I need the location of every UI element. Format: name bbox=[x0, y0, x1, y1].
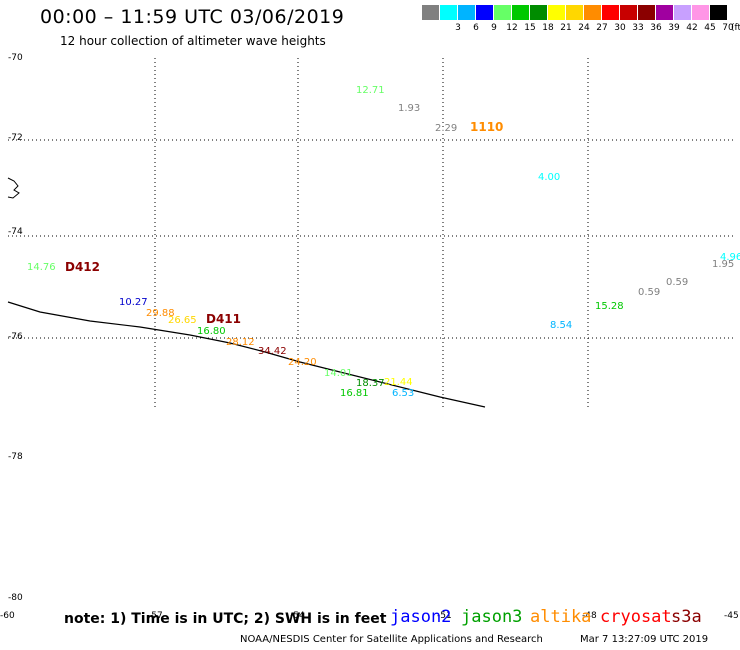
longitude-label: -54 bbox=[290, 611, 305, 621]
mission-jason3: jason3 bbox=[461, 607, 523, 627]
wave-height-value: 15.28 bbox=[595, 301, 624, 312]
wave-height-value: 14.01 bbox=[324, 368, 353, 379]
longitude-label: -51 bbox=[437, 611, 452, 621]
wave-height-value: 0.59 bbox=[666, 277, 688, 288]
legend-unit: (ft) bbox=[731, 23, 740, 33]
note-text: note: 1) Time is in UTC; 2) SWH is in fe… bbox=[64, 611, 387, 627]
peninsula-coast-fragment bbox=[7, 177, 20, 199]
legend-label: 39 bbox=[668, 23, 680, 33]
wave-height-value: 12.71 bbox=[356, 85, 385, 96]
legend-swatch bbox=[674, 5, 692, 20]
map-subtitle: 12 hour collection of altimeter wave hei… bbox=[60, 34, 326, 48]
legend-label: 12 bbox=[506, 23, 518, 33]
map-title: 00:00 – 11:59 UTC 03/06/2019 bbox=[40, 6, 345, 28]
credit-line: NOAA/NESDIS Center for Satellite Applica… bbox=[240, 634, 543, 645]
latitude-label: -78 bbox=[8, 452, 23, 462]
latitude-label: -70 bbox=[8, 53, 23, 63]
latitude-label: -72 bbox=[8, 133, 23, 143]
wave-height-value: 4.96 bbox=[720, 252, 740, 263]
buoy-label: D412 bbox=[65, 260, 100, 274]
legend-swatch bbox=[566, 5, 584, 20]
legend-swatch bbox=[638, 5, 656, 20]
legend-label: 24 bbox=[578, 23, 590, 33]
mission-jason2: jason2 bbox=[390, 607, 452, 627]
legend-label: 18 bbox=[542, 23, 554, 33]
legend-label: 9 bbox=[491, 23, 497, 33]
legend-swatch bbox=[458, 5, 476, 20]
wave-height-value: 18.37 bbox=[356, 378, 385, 389]
legend-swatch bbox=[584, 5, 602, 20]
buoy-label: D411 bbox=[206, 312, 241, 326]
wave-height-value: 16.80 bbox=[197, 326, 226, 337]
wave-height-value: 26.65 bbox=[168, 315, 197, 326]
wave-height-value: 28.12 bbox=[226, 337, 255, 348]
legend-swatch bbox=[602, 5, 620, 20]
legend-label: 33 bbox=[632, 23, 644, 33]
legend-swatch bbox=[422, 5, 440, 20]
wave-height-value: 1.95 bbox=[712, 259, 734, 270]
wave-height-value: 2.29 bbox=[435, 123, 457, 134]
legend-swatch bbox=[440, 5, 458, 20]
legend-label: 27 bbox=[596, 23, 608, 33]
latitude-labels: -70 -72 -74 -76 -78 -80 bbox=[8, 53, 23, 603]
wave-height-value: 29.88 bbox=[146, 308, 175, 319]
latitude-label: -76 bbox=[8, 332, 23, 342]
legend-swatch bbox=[512, 5, 530, 20]
wave-height-value: 16.81 bbox=[340, 388, 369, 399]
mission-s3a: s3a bbox=[671, 607, 702, 627]
mission-altika: altika bbox=[530, 607, 592, 627]
legend-label: 3 bbox=[455, 23, 461, 33]
legend-label: 30 bbox=[614, 23, 626, 33]
longitude-label: -45 bbox=[724, 611, 739, 621]
legend-swatch bbox=[620, 5, 638, 20]
legend-swatch bbox=[710, 5, 728, 20]
legend-swatch bbox=[692, 5, 710, 20]
legend-swatch bbox=[494, 5, 512, 20]
legend-swatch bbox=[530, 5, 548, 20]
graticule-grid bbox=[8, 58, 736, 410]
legend-label: 6 bbox=[473, 23, 479, 33]
wave-height-value: 4.00 bbox=[538, 172, 560, 183]
legend-label: 45 bbox=[704, 23, 716, 33]
latitude-label: -80 bbox=[8, 593, 23, 603]
legend-label: 42 bbox=[686, 23, 698, 33]
longitude-label: -57 bbox=[148, 611, 163, 621]
mission-cryosat: cryosat bbox=[600, 607, 672, 627]
legend-swatch bbox=[656, 5, 674, 20]
wave-height-value: 6.53 bbox=[392, 388, 414, 399]
legend-label: 70 bbox=[722, 23, 734, 33]
longitude-labels: -60 -57 -54 -51 -48 -45 bbox=[0, 611, 739, 621]
wave-height-value: 24.20 bbox=[288, 357, 317, 368]
longitude-label: -60 bbox=[0, 611, 15, 621]
wave-height-value: 0.59 bbox=[638, 287, 660, 298]
longitude-label: -48 bbox=[582, 611, 597, 621]
wave-height-observations: 12.711.932.294.0014.7610.2729.8826.6516.… bbox=[27, 85, 740, 399]
wave-height-value: 21.44 bbox=[384, 377, 413, 388]
legend-label: 36 bbox=[650, 23, 662, 33]
legend-label: 21 bbox=[560, 23, 572, 33]
wave-height-value: 1.93 bbox=[398, 103, 420, 114]
buoy-label: 1110 bbox=[470, 120, 503, 134]
legend-label: 15 bbox=[524, 23, 536, 33]
legend-swatch bbox=[476, 5, 494, 20]
wave-height-value: 10.27 bbox=[119, 297, 148, 308]
wave-height-value: 14.76 bbox=[27, 262, 56, 273]
ice-shelf-edge bbox=[7, 301, 486, 408]
generated-timestamp: Mar 7 13:27:09 UTC 2019 bbox=[580, 634, 709, 645]
coastline bbox=[7, 177, 486, 408]
legend-swatch bbox=[548, 5, 566, 20]
latitude-label: -74 bbox=[8, 227, 23, 237]
wave-height-value: 34.42 bbox=[258, 346, 287, 357]
wave-height-value: 8.54 bbox=[550, 320, 572, 331]
